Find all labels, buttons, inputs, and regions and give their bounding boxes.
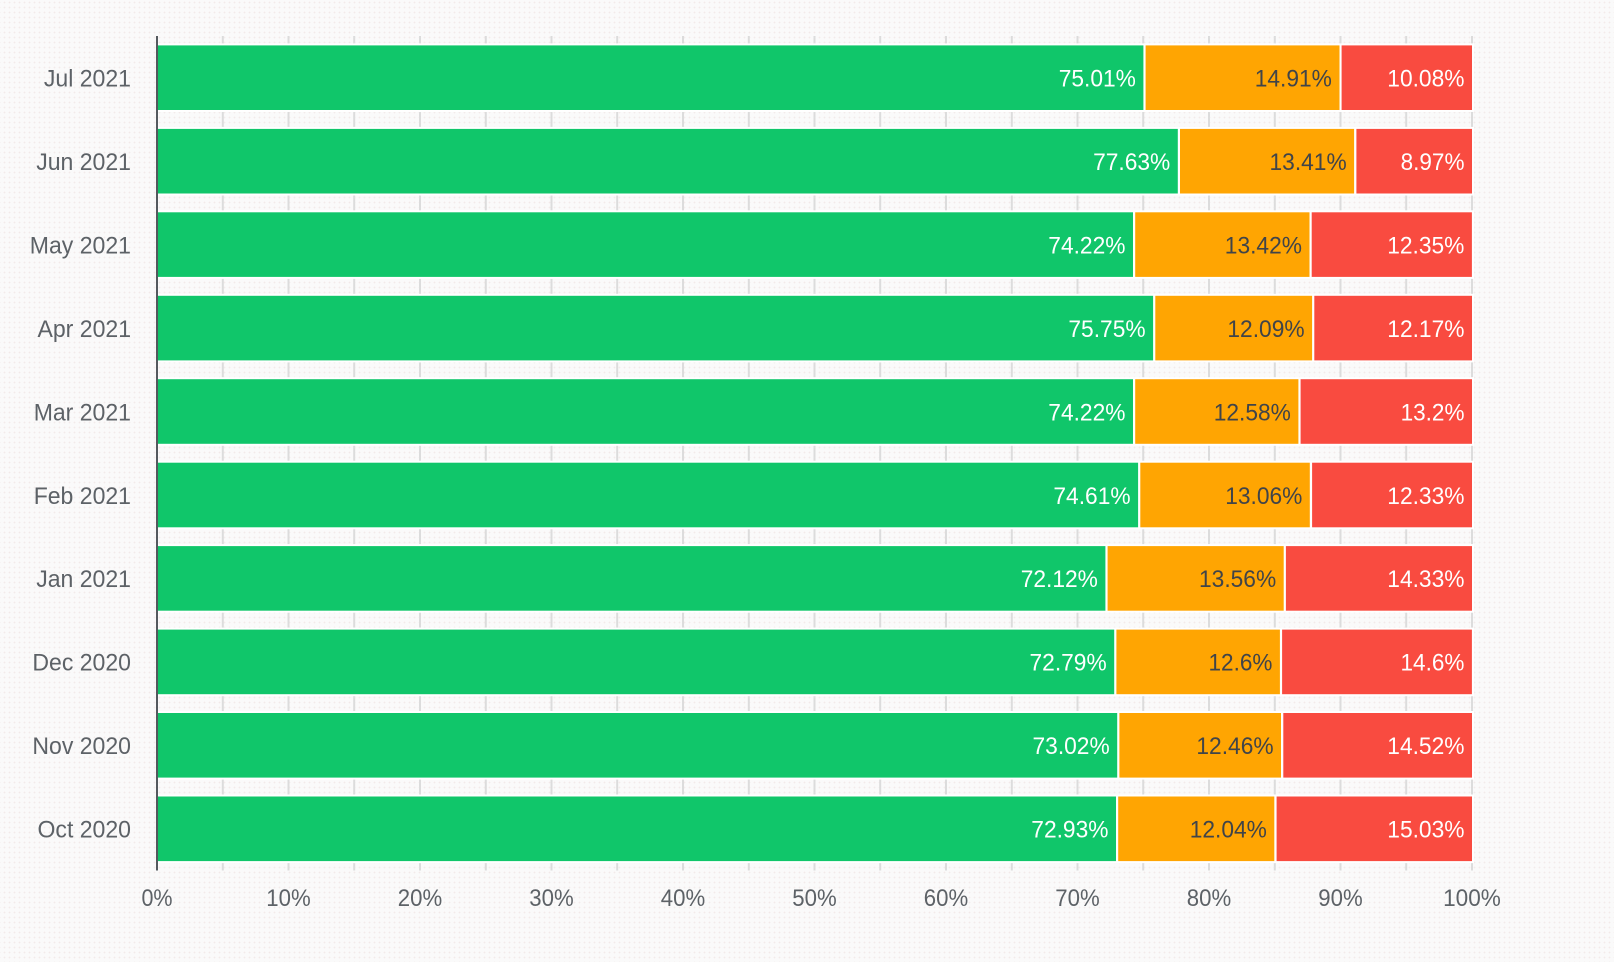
svg-text:12.04%: 12.04% bbox=[1190, 817, 1267, 844]
svg-text:74.22%: 74.22% bbox=[1048, 232, 1125, 259]
svg-text:30%: 30% bbox=[529, 885, 573, 912]
svg-text:Jan 2021: Jan 2021 bbox=[36, 566, 131, 593]
svg-text:Jul 2021: Jul 2021 bbox=[44, 66, 131, 93]
svg-text:75.01%: 75.01% bbox=[1059, 66, 1136, 93]
svg-text:72.79%: 72.79% bbox=[1030, 650, 1107, 677]
svg-text:10.08%: 10.08% bbox=[1387, 66, 1464, 93]
svg-text:12.6%: 12.6% bbox=[1209, 650, 1273, 677]
svg-text:74.61%: 74.61% bbox=[1053, 483, 1130, 510]
svg-text:20%: 20% bbox=[398, 885, 442, 912]
svg-text:73.02%: 73.02% bbox=[1033, 733, 1110, 760]
svg-text:100%: 100% bbox=[1443, 885, 1501, 912]
svg-text:Mar 2021: Mar 2021 bbox=[34, 399, 131, 426]
svg-text:13.41%: 13.41% bbox=[1270, 149, 1347, 176]
svg-text:13.06%: 13.06% bbox=[1225, 483, 1302, 510]
svg-text:50%: 50% bbox=[792, 885, 836, 912]
svg-text:13.42%: 13.42% bbox=[1225, 232, 1302, 259]
svg-text:75.75%: 75.75% bbox=[1068, 316, 1145, 343]
svg-text:12.09%: 12.09% bbox=[1227, 316, 1304, 343]
svg-text:Feb 2021: Feb 2021 bbox=[34, 483, 131, 510]
svg-text:77.63%: 77.63% bbox=[1093, 149, 1170, 176]
svg-text:40%: 40% bbox=[661, 885, 705, 912]
svg-text:13.56%: 13.56% bbox=[1199, 566, 1276, 593]
svg-text:72.93%: 72.93% bbox=[1031, 817, 1108, 844]
svg-text:Jun 2021: Jun 2021 bbox=[36, 149, 131, 176]
svg-text:14.33%: 14.33% bbox=[1387, 566, 1464, 593]
svg-text:12.33%: 12.33% bbox=[1387, 483, 1464, 510]
svg-text:12.58%: 12.58% bbox=[1214, 399, 1291, 426]
svg-text:0%: 0% bbox=[141, 885, 172, 912]
svg-text:15.03%: 15.03% bbox=[1387, 817, 1464, 844]
svg-text:14.91%: 14.91% bbox=[1255, 66, 1332, 93]
svg-text:Apr 2021: Apr 2021 bbox=[38, 316, 132, 343]
svg-text:60%: 60% bbox=[924, 885, 968, 912]
svg-text:Dec 2020: Dec 2020 bbox=[32, 650, 131, 677]
svg-text:Oct 2020: Oct 2020 bbox=[38, 817, 132, 844]
svg-text:14.6%: 14.6% bbox=[1401, 650, 1465, 677]
svg-text:74.22%: 74.22% bbox=[1048, 399, 1125, 426]
svg-text:Nov 2020: Nov 2020 bbox=[32, 733, 131, 760]
svg-text:May 2021: May 2021 bbox=[30, 232, 131, 259]
svg-text:12.35%: 12.35% bbox=[1387, 232, 1464, 259]
svg-text:70%: 70% bbox=[1055, 885, 1099, 912]
svg-text:80%: 80% bbox=[1187, 885, 1231, 912]
svg-text:13.2%: 13.2% bbox=[1401, 399, 1465, 426]
svg-text:72.12%: 72.12% bbox=[1021, 566, 1098, 593]
svg-text:14.52%: 14.52% bbox=[1387, 733, 1464, 760]
svg-text:10%: 10% bbox=[266, 885, 310, 912]
svg-text:8.97%: 8.97% bbox=[1401, 149, 1465, 176]
svg-text:12.17%: 12.17% bbox=[1387, 316, 1464, 343]
svg-text:12.46%: 12.46% bbox=[1196, 733, 1273, 760]
svg-text:90%: 90% bbox=[1318, 885, 1362, 912]
